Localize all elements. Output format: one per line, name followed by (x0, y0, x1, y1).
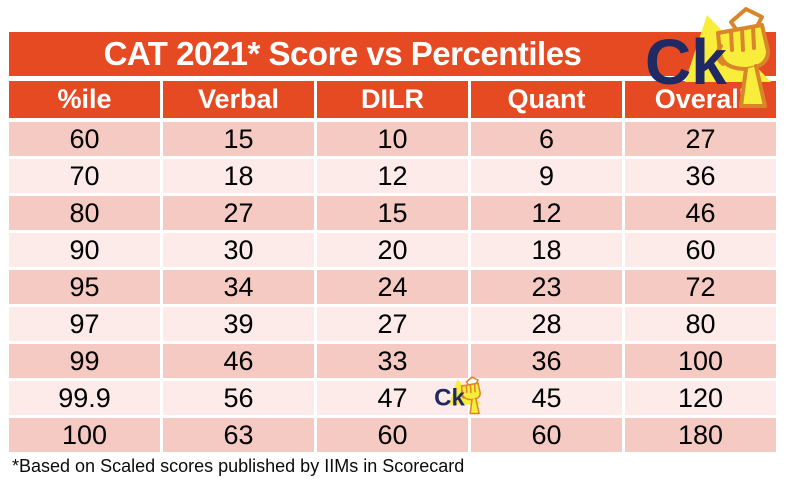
table-cell: 18 (471, 233, 622, 267)
footnote: *Based on Scaled scores published by IIM… (12, 456, 465, 476)
page-title: CAT 2021* Score vs Percentiles (103, 35, 582, 72)
table-cell: 9 (471, 159, 622, 193)
table-row: 60 15 10 6 27 (9, 122, 776, 156)
table-cell: 23 (471, 270, 622, 304)
table-cell: 12 (471, 196, 622, 230)
table-cell: 60 (471, 418, 622, 452)
cracku-logo (643, 6, 785, 118)
table-cell: 36 (471, 344, 622, 378)
table-cell: 60 (9, 122, 160, 156)
table-body: 60 15 10 6 27 70 18 12 9 36 80 27 15 12 46 90 30 20 18 60 95… (9, 122, 776, 452)
table-cell: 90 (9, 233, 160, 267)
column-header: Quant (471, 81, 622, 118)
column-header: DILR (317, 81, 468, 118)
table-cell: 10 (317, 122, 468, 156)
table-cell: 80 (625, 307, 776, 341)
table-row: 97 39 27 28 80 (9, 307, 776, 341)
table-cell: 97 (9, 307, 160, 341)
table-cell: 27 (625, 122, 776, 156)
table-row: 100 63 60 60 180 (9, 418, 776, 452)
table-cell: 99 (9, 344, 160, 378)
table-cell: 120 (625, 381, 776, 415)
table-cell: 80 (9, 196, 160, 230)
table-cell: 60 (317, 418, 468, 452)
table-cell: 27 (317, 307, 468, 341)
table-row: 70 18 12 9 36 (9, 159, 776, 193)
column-header: %ile (9, 81, 160, 118)
table-row: 95 34 24 23 72 (9, 270, 776, 304)
table-cell: 6 (471, 122, 622, 156)
table-cell: 30 (163, 233, 314, 267)
table-cell: 15 (163, 122, 314, 156)
table-cell: 12 (317, 159, 468, 193)
table-cell: 99.9 (9, 381, 160, 415)
table-cell: 28 (471, 307, 622, 341)
table-cell: 33 (317, 344, 468, 378)
table-row: 99 46 33 36 100 (9, 344, 776, 378)
score-table: %ile Verbal DILR Quant Overall 60 15 10 6 27 70 18… (9, 81, 776, 455)
cracku-watermark (430, 376, 490, 418)
table-cell: 46 (625, 196, 776, 230)
table-cell: 63 (163, 418, 314, 452)
table-cell: 34 (163, 270, 314, 304)
table-cell: 24 (317, 270, 468, 304)
table-cell: 20 (317, 233, 468, 267)
table-cell: 95 (9, 270, 160, 304)
table-cell: 180 (625, 418, 776, 452)
table-row: 80 27 15 12 46 (9, 196, 776, 230)
table-cell: 45 (471, 381, 622, 415)
table-cell: 56 (163, 381, 314, 415)
table-cell: 46 (163, 344, 314, 378)
table-cell: 27 (163, 196, 314, 230)
cracku-watermark-icon (430, 376, 490, 418)
table-cell: 18 (163, 159, 314, 193)
table-cell: 70 (9, 159, 160, 193)
table-cell: 60 (625, 233, 776, 267)
table-cell: 100 (625, 344, 776, 378)
table-cell: 100 (9, 418, 160, 452)
table-cell: 39 (163, 307, 314, 341)
table-row: 99.9 56 47 45 120 (9, 381, 776, 415)
table-cell: 36 (625, 159, 776, 193)
table-row: 90 30 20 18 60 (9, 233, 776, 267)
table-cell: 72 (625, 270, 776, 304)
column-header: Verbal (163, 81, 314, 118)
cracku-logo-icon (643, 6, 785, 118)
table-cell: 15 (317, 196, 468, 230)
